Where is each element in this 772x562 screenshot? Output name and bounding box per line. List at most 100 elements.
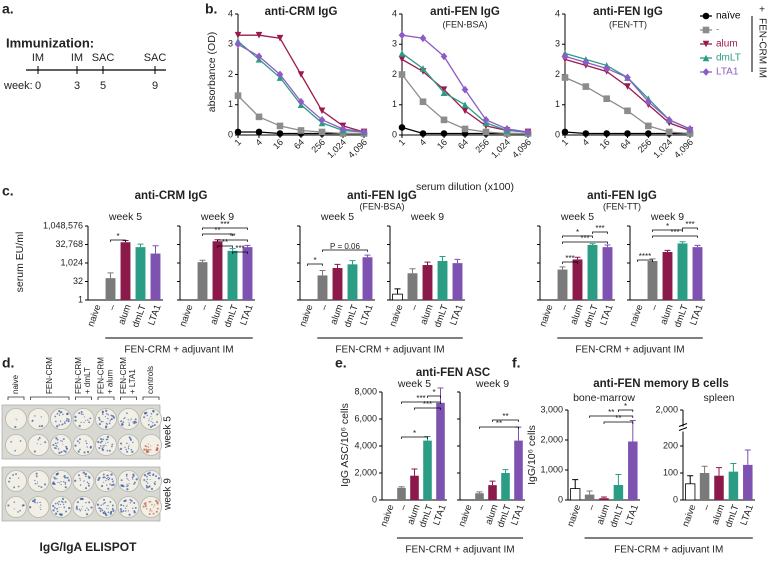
subtitle: week 9: [475, 378, 509, 390]
error-bar: [502, 469, 509, 473]
spot: [87, 509, 90, 511]
significance-label: P = 0.06: [330, 242, 360, 251]
spot: [152, 512, 155, 515]
y-tick-label: 32,768: [55, 239, 83, 249]
data-point: [419, 65, 427, 72]
error-bar: [679, 241, 686, 244]
x-tick-label: LTA1: [358, 303, 376, 327]
spot: [125, 475, 128, 477]
significance-bracket: [427, 395, 441, 398]
spot: [132, 441, 134, 444]
spot: [120, 504, 123, 507]
data-point: [398, 71, 406, 78]
x-tick-label: naive: [379, 503, 397, 528]
y-tick-label: 0: [392, 129, 397, 139]
error-bar: [559, 266, 566, 270]
x-tick-label: 16: [435, 137, 449, 151]
spot: [102, 438, 105, 441]
legend-marker: [702, 40, 710, 48]
x-tick-label: naive: [628, 303, 646, 328]
error-bar: [439, 255, 446, 261]
x-tick-label: naive: [388, 303, 406, 328]
significance-label: **: [229, 232, 235, 241]
spot: [146, 508, 148, 510]
spot: [65, 419, 68, 422]
spot: [124, 446, 126, 449]
spot: [101, 509, 104, 512]
data-point: [461, 107, 469, 115]
spot: [150, 445, 152, 447]
significance-label: ****: [639, 252, 651, 261]
data-point: [665, 115, 673, 124]
spot: [74, 419, 77, 422]
spot: [38, 485, 40, 487]
event-label: IM: [32, 52, 44, 64]
x-tick-label: naive: [178, 303, 196, 328]
x-tick-label: 256: [309, 137, 327, 155]
spot: [63, 421, 66, 423]
bar: [135, 247, 146, 300]
y-tick-label: 8,000: [354, 386, 377, 396]
bar: [662, 252, 673, 300]
data-point: [234, 92, 242, 99]
group-label: FEN-CRM + adjuvant IM: [575, 345, 684, 356]
spot: [107, 505, 109, 507]
spot: [133, 420, 136, 423]
bar: [557, 269, 568, 300]
spot: [105, 425, 108, 428]
x-tick-label: –: [586, 502, 598, 511]
spot: [156, 421, 158, 423]
data-point: [255, 52, 263, 61]
legend-marker: [702, 26, 710, 34]
error-bar: [199, 259, 206, 263]
y-tick-label: 1: [555, 99, 560, 109]
x-tick-label: –: [398, 502, 410, 511]
spot: [126, 505, 128, 508]
significance-bracket: [589, 415, 634, 418]
spot: [100, 420, 103, 423]
spot: [154, 481, 156, 483]
spot: [56, 510, 59, 513]
data-point: [482, 115, 490, 124]
y-tick-label: 4: [392, 8, 397, 18]
y-tick-label: 2: [392, 69, 397, 79]
spot: [125, 510, 127, 512]
spot: [81, 508, 83, 510]
spot: [126, 504, 128, 506]
spot: [34, 415, 36, 417]
spot: [80, 421, 82, 424]
spot: [128, 513, 131, 516]
spot: [40, 443, 42, 445]
spot: [8, 480, 11, 483]
bar: [422, 265, 433, 300]
bar: [452, 263, 463, 300]
error-bar: [515, 426, 522, 441]
spot: [102, 473, 105, 476]
x-tick-label: naive: [680, 503, 698, 528]
spot: [57, 481, 59, 484]
spot: [68, 506, 71, 510]
spot: [152, 409, 155, 413]
bar: [242, 247, 253, 300]
significance-label: *: [666, 222, 669, 231]
spot: [111, 504, 114, 507]
spot: [144, 504, 147, 507]
spot: [110, 414, 113, 417]
y-tick-label: 2,000: [540, 434, 563, 444]
spot: [21, 504, 24, 507]
x-tick-label: –: [701, 502, 713, 511]
significance-bracket: [322, 249, 368, 252]
spot: [143, 448, 146, 451]
spot: [39, 506, 41, 508]
spot: [55, 425, 59, 428]
title-note: (FEN-BSA): [360, 201, 405, 211]
error-bar: [604, 244, 611, 248]
spot: [146, 478, 148, 481]
error-bar: [409, 268, 416, 274]
x-tick-label: –: [649, 302, 661, 311]
elispot-caption: IgG/IgA ELISPOT: [40, 540, 138, 554]
group-label: FEN-CRM + adjuvant IM: [614, 545, 723, 556]
row-label: week 9: [163, 478, 174, 511]
spot: [128, 479, 130, 481]
spot: [74, 479, 77, 482]
